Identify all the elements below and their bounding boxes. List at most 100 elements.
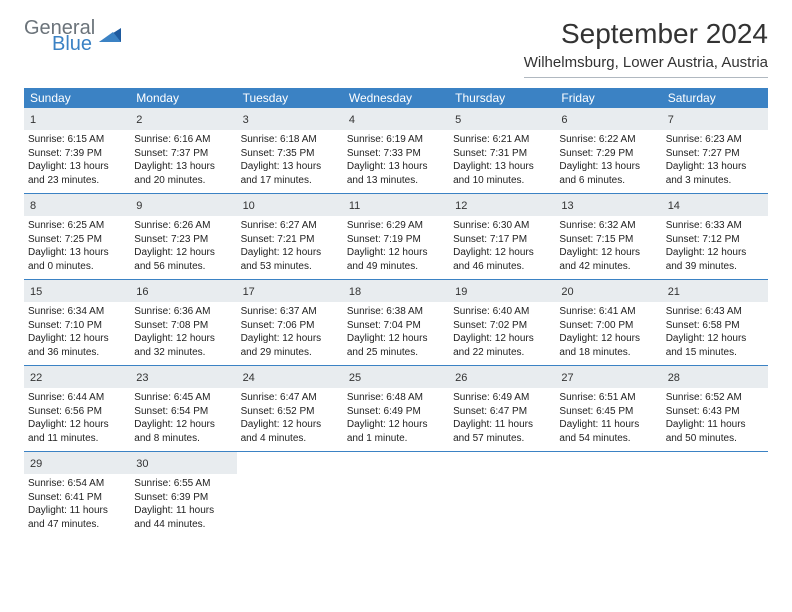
day-number-row: 27 — [555, 366, 661, 388]
sunrise-text: Sunrise: 6:44 AM — [28, 391, 126, 405]
sunrise-text: Sunrise: 6:40 AM — [453, 305, 551, 319]
day-number: 19 — [455, 286, 467, 298]
day-cell: 1Sunrise: 6:15 AMSunset: 7:39 PMDaylight… — [24, 108, 130, 193]
day-info: Sunrise: 6:33 AMSunset: 7:12 PMDaylight:… — [666, 219, 764, 273]
day-number-row: 14 — [662, 194, 768, 216]
sunset-text: Sunset: 7:19 PM — [347, 233, 445, 247]
day-info: Sunrise: 6:29 AMSunset: 7:19 PMDaylight:… — [347, 219, 445, 273]
day-cell: 27 Sunrise: 6:51 AMSunset: 6:45 PMDayligh… — [555, 366, 661, 451]
day-number: 29 — [30, 458, 42, 470]
day-cell: 25Sunrise: 6:48 AMSunset: 6:49 PMDayligh… — [343, 366, 449, 451]
sunset-text: Sunset: 7:17 PM — [453, 233, 551, 247]
day-cell: 30Sunrise: 6:55 AMSunset: 6:39 PMDayligh… — [130, 452, 236, 537]
day-number-row: 6 — [555, 108, 661, 130]
sunset-text: Sunset: 7:15 PM — [559, 233, 657, 247]
day-info: Sunrise: 6:37 AMSunset: 7:06 PMDaylight:… — [241, 305, 339, 359]
day-number: 23 — [136, 372, 148, 384]
day-cell: 5 Sunrise: 6:21 AMSunset: 7:31 PMDaylight… — [449, 108, 555, 193]
day-info: Sunrise: 6:25 AMSunset: 7:25 PMDaylight:… — [28, 219, 126, 273]
day-cell: 14 Sunrise: 6:33 AMSunset: 7:12 PMDayligh… — [662, 194, 768, 279]
day-cell: 15Sunrise: 6:34 AMSunset: 7:10 PMDayligh… — [24, 280, 130, 365]
sunset-text: Sunset: 6:58 PM — [666, 319, 764, 333]
day-info: Sunrise: 6:38 AMSunset: 7:04 PMDaylight:… — [347, 305, 445, 359]
calendar-week: 22Sunrise: 6:44 AMSunset: 6:56 PMDayligh… — [24, 366, 768, 452]
day-info: Sunrise: 6:18 AMSunset: 7:35 PMDaylight:… — [241, 133, 339, 187]
daylight-text: Daylight: 12 hours and 29 minutes. — [241, 332, 339, 359]
day-number-row: 12 — [449, 194, 555, 216]
day-cell — [449, 452, 555, 537]
sunset-text: Sunset: 6:41 PM — [28, 491, 126, 505]
sunrise-text: Sunrise: 6:29 AM — [347, 219, 445, 233]
daylight-text: Daylight: 12 hours and 46 minutes. — [453, 246, 551, 273]
sunrise-text: Sunrise: 6:41 AM — [559, 305, 657, 319]
sunset-text: Sunset: 6:47 PM — [453, 405, 551, 419]
day-header: Sunday — [24, 88, 130, 108]
sunset-text: Sunset: 7:21 PM — [241, 233, 339, 247]
sunset-text: Sunset: 6:54 PM — [134, 405, 232, 419]
daylight-text: Daylight: 13 hours and 20 minutes. — [134, 160, 232, 187]
day-cell: 9Sunrise: 6:26 AMSunset: 7:23 PMDaylight… — [130, 194, 236, 279]
day-cell: 13Sunrise: 6:32 AMSunset: 7:15 PMDayligh… — [555, 194, 661, 279]
day-number-row: 8 — [24, 194, 130, 216]
calendar-week: 1Sunrise: 6:15 AMSunset: 7:39 PMDaylight… — [24, 108, 768, 194]
page-header: General Blue September 2024 Wilhelmsburg… — [24, 18, 768, 78]
day-cell — [555, 452, 661, 537]
day-number: 2 — [136, 114, 142, 126]
day-header: Saturday — [662, 88, 768, 108]
day-number-row: 29 — [24, 452, 130, 474]
day-number: 3 — [243, 114, 249, 126]
day-number-row: 21 — [662, 280, 768, 302]
sunset-text: Sunset: 7:33 PM — [347, 147, 445, 161]
day-number-row: 24 — [237, 366, 343, 388]
day-number-row: 1 — [24, 108, 130, 130]
day-number-row: 30 — [130, 452, 236, 474]
day-number-row: 16 — [130, 280, 236, 302]
day-header: Wednesday — [343, 88, 449, 108]
sunrise-text: Sunrise: 6:26 AM — [134, 219, 232, 233]
day-number-row: 2 — [130, 108, 236, 130]
day-number-row: 23 — [130, 366, 236, 388]
month-title: September 2024 — [524, 18, 768, 50]
sunset-text: Sunset: 7:27 PM — [666, 147, 764, 161]
day-number-row: 5 — [449, 108, 555, 130]
sunrise-text: Sunrise: 6:16 AM — [134, 133, 232, 147]
daylight-text: Daylight: 13 hours and 13 minutes. — [347, 160, 445, 187]
daylight-text: Daylight: 11 hours and 44 minutes. — [134, 504, 232, 531]
day-cell: 4Sunrise: 6:19 AMSunset: 7:33 PMDaylight… — [343, 108, 449, 193]
daylight-text: Daylight: 12 hours and 15 minutes. — [666, 332, 764, 359]
day-cell: 3 Sunrise: 6:18 AMSunset: 7:35 PMDaylight… — [237, 108, 343, 193]
calendar-week: 29Sunrise: 6:54 AMSunset: 6:41 PMDayligh… — [24, 452, 768, 537]
sunset-text: Sunset: 7:00 PM — [559, 319, 657, 333]
sunrise-text: Sunrise: 6:21 AM — [453, 133, 551, 147]
sunrise-text: Sunrise: 6:37 AM — [241, 305, 339, 319]
day-cell: 22Sunrise: 6:44 AMSunset: 6:56 PMDayligh… — [24, 366, 130, 451]
daylight-text: Daylight: 12 hours and 53 minutes. — [241, 246, 339, 273]
sunset-text: Sunset: 7:12 PM — [666, 233, 764, 247]
daylight-text: Daylight: 11 hours and 54 minutes. — [559, 418, 657, 445]
daylight-text: Daylight: 12 hours and 1 minute. — [347, 418, 445, 445]
sunset-text: Sunset: 7:08 PM — [134, 319, 232, 333]
sunset-text: Sunset: 7:31 PM — [453, 147, 551, 161]
day-cell: 17Sunrise: 6:37 AMSunset: 7:06 PMDayligh… — [237, 280, 343, 365]
day-number-row: 19 — [449, 280, 555, 302]
sunset-text: Sunset: 7:02 PM — [453, 319, 551, 333]
daylight-text: Daylight: 11 hours and 50 minutes. — [666, 418, 764, 445]
day-info: Sunrise: 6:21 AMSunset: 7:31 PMDaylight:… — [453, 133, 551, 187]
logo: General Blue — [24, 18, 121, 54]
day-number: 9 — [136, 200, 142, 212]
sunrise-text: Sunrise: 6:49 AM — [453, 391, 551, 405]
sunset-text: Sunset: 7:37 PM — [134, 147, 232, 161]
sunset-text: Sunset: 7:39 PM — [28, 147, 126, 161]
day-cell: 16Sunrise: 6:36 AMSunset: 7:08 PMDayligh… — [130, 280, 236, 365]
day-info: Sunrise: 6:51 AMSunset: 6:45 PMDaylight:… — [559, 391, 657, 445]
sunset-text: Sunset: 7:35 PM — [241, 147, 339, 161]
day-number-row: 7 — [662, 108, 768, 130]
day-number: 1 — [30, 114, 36, 126]
daylight-text: Daylight: 12 hours and 36 minutes. — [28, 332, 126, 359]
day-number: 25 — [349, 372, 361, 384]
sunrise-text: Sunrise: 6:33 AM — [666, 219, 764, 233]
day-cell: 29Sunrise: 6:54 AMSunset: 6:41 PMDayligh… — [24, 452, 130, 537]
day-info: Sunrise: 6:52 AMSunset: 6:43 PMDaylight:… — [666, 391, 764, 445]
day-header: Thursday — [449, 88, 555, 108]
day-cell — [343, 452, 449, 537]
